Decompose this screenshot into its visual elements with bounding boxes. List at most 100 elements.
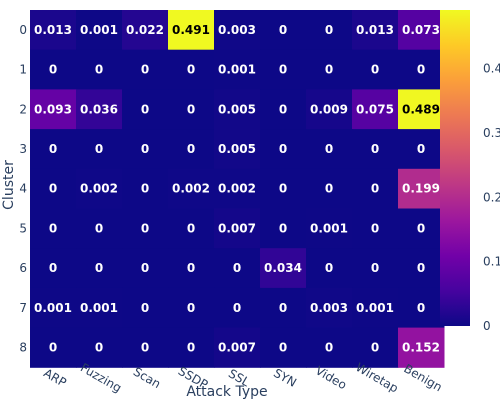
- heatmap-cell: [214, 208, 261, 249]
- cell-value-label: 0.007: [218, 221, 256, 235]
- cell-value-label: 0: [95, 221, 103, 235]
- y-tick-label: 8: [19, 340, 27, 354]
- heatmap-cell: [398, 89, 445, 130]
- x-tick-label: ARP: [41, 366, 69, 390]
- heatmap-cell: [306, 248, 353, 289]
- cell-value-label: 0: [187, 301, 195, 315]
- cell-value-label: 0: [325, 182, 333, 196]
- heatmap-cell: [398, 168, 445, 209]
- heatmap-cell: [168, 248, 215, 289]
- heatmap-cell: [122, 168, 169, 209]
- heatmap-cell: [30, 49, 77, 90]
- heatmap-cell: [398, 49, 445, 90]
- heatmap-cell: [352, 129, 399, 170]
- cell-value-label: 0: [95, 261, 103, 275]
- heatmap-cell: [122, 10, 169, 51]
- heatmap-cell: [260, 248, 307, 289]
- heatmap-cell: [30, 208, 77, 249]
- heatmap-cell: [76, 248, 123, 289]
- cell-value-label: 0.034: [264, 261, 302, 275]
- cell-value-label: 0.002: [80, 182, 118, 196]
- y-tick-label: 3: [19, 142, 27, 156]
- cell-value-label: 0: [49, 261, 57, 275]
- cell-value-label: 0: [141, 182, 149, 196]
- heatmap-cells: [30, 10, 445, 368]
- cell-value-label: 0.001: [34, 301, 72, 315]
- cell-value-label: 0: [325, 63, 333, 77]
- cell-value-label: 0: [49, 340, 57, 354]
- heatmap-cell: [260, 89, 307, 130]
- cell-value-label: 0: [371, 142, 379, 156]
- cell-value-label: 0.013: [34, 23, 72, 37]
- cell-value-label: 0: [49, 182, 57, 196]
- y-axis-ticks: 0 1 2 3 4 5 6 7 8: [19, 23, 27, 355]
- cell-value-label: 0: [325, 23, 333, 37]
- cell-value-label: 0: [95, 63, 103, 77]
- heatmap-cell: [352, 89, 399, 130]
- heatmap-cell: [306, 208, 353, 249]
- heatmap-cell: [398, 287, 445, 329]
- heatmap-cell-labels: 0.013 0.001 0.022 0.491 0.003 0 0 0.013 0.073 0 0 0…: [34, 23, 440, 355]
- heatmap-cell: [122, 248, 169, 289]
- cell-value-label: 0.093: [34, 102, 72, 116]
- heatmap-cell: [214, 129, 261, 170]
- cell-value-label: 0: [49, 221, 57, 235]
- cell-value-label: 0: [141, 142, 149, 156]
- heatmap-cell: [214, 10, 261, 51]
- colorbar-tick-label: 0.3: [483, 126, 500, 140]
- heatmap-cell: [30, 89, 77, 130]
- cell-value-label: 0: [279, 221, 287, 235]
- heatmap-cell: [306, 89, 353, 130]
- cell-value-label: 0: [371, 340, 379, 354]
- heatmap-cell: [30, 129, 77, 170]
- heatmap-cell: [260, 287, 307, 329]
- heatmap-cell: [76, 327, 123, 368]
- y-tick-label: 4: [19, 182, 27, 196]
- heatmap-cell: [352, 208, 399, 249]
- cell-value-label: 0.001: [80, 301, 118, 315]
- heatmap-cell: [122, 89, 169, 130]
- cell-value-label: 0: [187, 63, 195, 77]
- heatmap-cell: [76, 89, 123, 130]
- cell-value-label: 0: [187, 102, 195, 116]
- cell-value-label: 0.009: [310, 102, 348, 116]
- cell-value-label: 0.005: [218, 102, 256, 116]
- cell-value-label: 0: [95, 142, 103, 156]
- colorbar-tick-label: 0.4: [483, 62, 500, 76]
- cell-value-label: 0: [141, 102, 149, 116]
- cell-value-label: 0: [279, 142, 287, 156]
- heatmap-cell: [76, 287, 123, 329]
- cell-value-label: 0.005: [218, 142, 256, 156]
- cell-value-label: 0.001: [356, 301, 394, 315]
- cell-value-label: 0.007: [218, 340, 256, 354]
- cell-value-label: 0: [49, 142, 57, 156]
- heatmap-cell: [306, 129, 353, 170]
- cell-value-label: 0: [279, 182, 287, 196]
- heatmap-cell: [76, 208, 123, 249]
- heatmap-cell: [168, 129, 215, 170]
- cell-value-label: 0.036: [80, 102, 118, 116]
- cell-value-label: 0: [279, 102, 287, 116]
- colorbar-tick-label: 0.1: [483, 255, 500, 269]
- heatmap-cell: [76, 10, 123, 51]
- heatmap-cell: [122, 287, 169, 329]
- cell-value-label: 0.003: [218, 23, 256, 37]
- cell-value-label: 0.022: [126, 23, 164, 37]
- heatmap-cell: [122, 327, 169, 368]
- cell-value-label: 0.013: [356, 23, 394, 37]
- heatmap-cell: [352, 327, 399, 368]
- heatmap-cell: [260, 49, 307, 90]
- cell-value-label: 0: [279, 63, 287, 77]
- heatmap-cell: [306, 10, 353, 51]
- cell-value-label: 0: [325, 142, 333, 156]
- cell-value-label: 0: [187, 340, 195, 354]
- heatmap-cell: [30, 168, 77, 209]
- cell-value-label: 0.002: [218, 182, 256, 196]
- heatmap-cell: [352, 287, 399, 329]
- heatmap-cell: [168, 168, 215, 209]
- cell-value-label: 0: [279, 340, 287, 354]
- heatmap-cell: [76, 129, 123, 170]
- heatmap-cell: [306, 168, 353, 209]
- cell-value-label: 0: [325, 261, 333, 275]
- heatmap-cell: [398, 10, 445, 51]
